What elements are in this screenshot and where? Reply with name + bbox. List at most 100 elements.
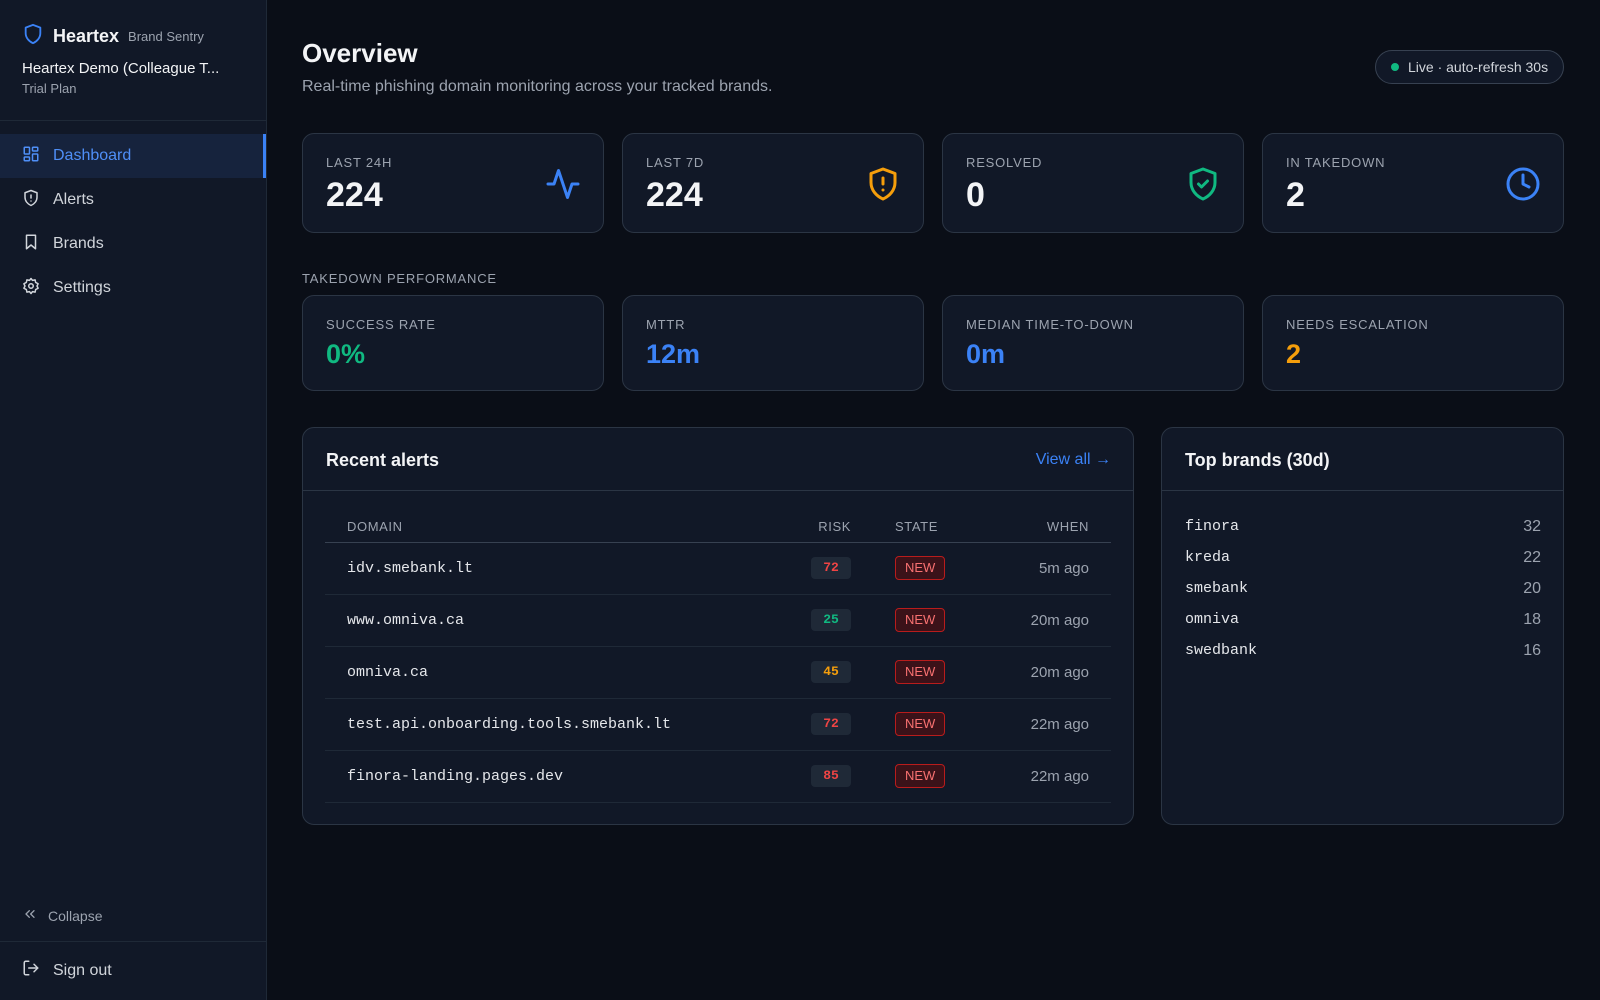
metric-label: NEEDS ESCALATION — [1286, 317, 1429, 332]
state-badge: NEW — [895, 556, 946, 580]
risk-badge: 72 — [811, 713, 851, 735]
metric-label: MEDIAN TIME-TO-DOWN — [966, 317, 1134, 332]
view-all-link[interactable]: View all → — [1035, 451, 1111, 468]
page-subtitle: Real-time phishing domain monitoring acr… — [302, 78, 773, 95]
brand-count: 16 — [1523, 641, 1541, 659]
brand-count: 22 — [1523, 548, 1541, 566]
column-header-when[interactable]: WHEN — [985, 511, 1111, 543]
activity-icon — [545, 166, 581, 202]
alert-when: 20m ago — [985, 646, 1111, 699]
column-header-domain[interactable]: DOMAIN — [325, 511, 765, 543]
brand-name: kreda — [1185, 549, 1231, 566]
stat-label: IN TAKEDOWN — [1286, 155, 1386, 170]
brand-count: 18 — [1523, 610, 1541, 628]
collapse-label: Collapse — [48, 907, 103, 924]
plan-label: Trial Plan — [22, 81, 77, 96]
stat-card-resolved: RESOLVED 0 — [942, 133, 1244, 233]
sidebar-item-label: Alerts — [53, 191, 94, 208]
sidebar-item-alerts[interactable]: Alerts — [0, 178, 266, 222]
state-badge: NEW — [895, 764, 946, 788]
table-row[interactable]: www.omniva.ca 25 NEW 20m ago — [325, 594, 1111, 647]
column-header-risk[interactable]: RISK — [765, 511, 855, 543]
top-brands-list: finora 32 kreda 22 smebank 20 omniva 18 … — [1185, 511, 1541, 666]
table-row[interactable]: finora-landing.pages.dev 85 NEW 22m ago — [325, 750, 1111, 803]
brand-name: finora — [1185, 518, 1240, 535]
list-item[interactable]: kreda 22 — [1185, 542, 1541, 573]
metric-card-median-time-to-down: MEDIAN TIME-TO-DOWN 0m — [942, 295, 1244, 391]
org-name: Heartex Demo (Colleague T... — [22, 60, 220, 77]
alert-domain: www.omniva.ca — [347, 612, 465, 629]
stat-card-last-24h: LAST 24H 224 — [302, 133, 604, 233]
metric-value: 0% — [326, 339, 366, 369]
sidebar-item-label: Brands — [53, 235, 104, 252]
list-item[interactable]: omniva 18 — [1185, 604, 1541, 635]
sidebar-item-label: Settings — [53, 279, 111, 296]
clock-icon — [1505, 166, 1541, 202]
stat-value: 0 — [966, 176, 985, 214]
stat-label: LAST 7D — [646, 155, 705, 170]
brand-name: omniva — [1185, 611, 1240, 628]
metric-value: 2 — [1286, 339, 1302, 369]
sidebar-item-brands[interactable]: Brands — [0, 222, 266, 266]
table-row[interactable]: idv.smebank.lt 72 NEW 5m ago — [325, 542, 1111, 595]
shield-alert-icon — [22, 189, 53, 212]
list-item[interactable]: swedbank 16 — [1185, 635, 1541, 666]
risk-badge: 45 — [811, 661, 851, 683]
gear-icon — [22, 277, 53, 300]
brand-name: swedbank — [1185, 642, 1258, 659]
alert-when: 22m ago — [985, 698, 1111, 751]
alert-when: 20m ago — [985, 594, 1111, 647]
metric-value: 0m — [966, 339, 1006, 369]
state-badge: NEW — [895, 712, 946, 736]
sign-out-label: Sign out — [53, 961, 112, 979]
state-badge: NEW — [895, 608, 946, 632]
panel-divider — [1162, 490, 1563, 491]
live-status-label: Live · auto-refresh 30s — [1408, 59, 1549, 75]
brand-name: smebank — [1185, 580, 1249, 597]
sidebar-nav: Dashboard Alerts Brands Settings — [0, 134, 266, 310]
chevrons-left-icon — [22, 906, 48, 925]
alert-domain: test.api.onboarding.tools.smebank.lt — [347, 716, 672, 733]
collapse-button[interactable]: Collapse — [22, 906, 102, 925]
list-item[interactable]: smebank 20 — [1185, 573, 1541, 604]
risk-badge: 72 — [811, 557, 851, 579]
recent-alerts-panel: Recent alerts View all → DOMAIN RISK STA… — [302, 427, 1134, 825]
table-row[interactable]: test.api.onboarding.tools.smebank.lt 72 … — [325, 698, 1111, 751]
alerts-table: DOMAIN RISK STATE WHEN idv.smebank.lt 72… — [325, 511, 1111, 803]
alert-domain: finora-landing.pages.dev — [347, 768, 564, 785]
sidebar-item-label: Dashboard — [53, 147, 132, 164]
sign-out-button[interactable]: Sign out — [22, 959, 112, 982]
sidebar-divider — [0, 941, 266, 942]
shield-alert-icon — [865, 166, 901, 202]
metric-card-needs-escalation: NEEDS ESCALATION 2 — [1262, 295, 1564, 391]
column-header-state[interactable]: STATE — [855, 511, 985, 543]
stat-card-in-takedown: IN TAKEDOWN 2 — [1262, 133, 1564, 233]
alert-when: 22m ago — [985, 750, 1111, 803]
table-header-row: DOMAIN RISK STATE WHEN — [325, 511, 1111, 543]
metric-card-mttr: MTTR 12m — [622, 295, 924, 391]
dashboard-icon — [22, 145, 53, 168]
live-status-badge: Live · auto-refresh 30s — [1375, 50, 1564, 84]
state-badge: NEW — [895, 660, 946, 684]
stat-value: 224 — [646, 176, 703, 214]
sidebar-divider — [0, 120, 266, 121]
table-row[interactable]: omniva.ca 45 NEW 20m ago — [325, 646, 1111, 699]
sidebar: Heartex Brand Sentry Heartex Demo (Colle… — [0, 0, 267, 1000]
alert-domain: idv.smebank.lt — [347, 560, 474, 577]
brand-name: Heartex — [53, 25, 120, 46]
alert-domain: omniva.ca — [347, 664, 429, 681]
brand-subtitle: Brand Sentry — [128, 28, 204, 44]
recent-alerts-title: Recent alerts — [326, 450, 440, 470]
brand-count: 20 — [1523, 579, 1541, 597]
brand-logo: Heartex Brand Sentry — [22, 23, 204, 50]
stat-value: 2 — [1286, 176, 1305, 214]
shield-check-icon — [1185, 166, 1221, 202]
stat-card-last-7d: LAST 7D 224 — [622, 133, 924, 233]
shield-logo-icon — [22, 23, 44, 50]
list-item[interactable]: finora 32 — [1185, 511, 1541, 542]
risk-badge: 25 — [811, 609, 851, 631]
brand-count: 32 — [1523, 517, 1541, 535]
panel-divider — [303, 490, 1133, 491]
sidebar-item-settings[interactable]: Settings — [0, 266, 266, 310]
sidebar-item-dashboard[interactable]: Dashboard — [0, 134, 266, 178]
